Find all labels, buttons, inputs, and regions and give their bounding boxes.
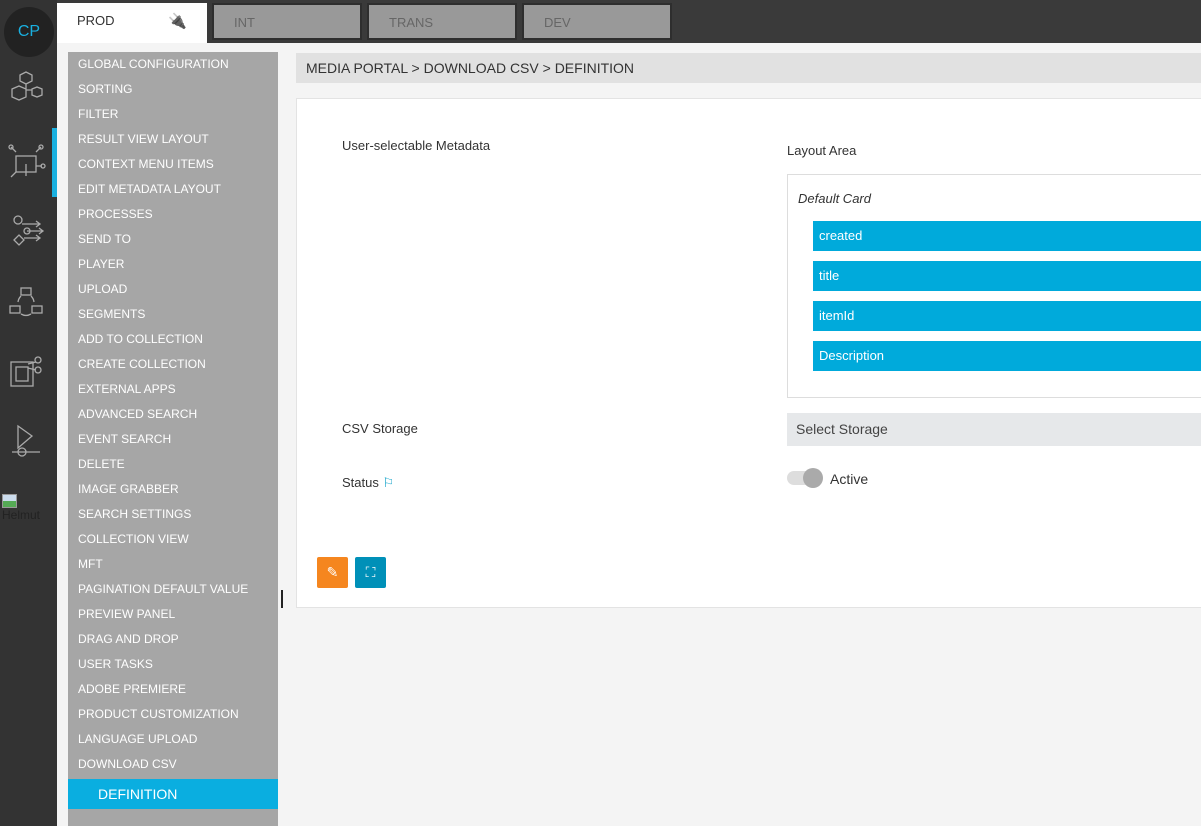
menu-item[interactable]: ADVANCED SEARCH — [78, 407, 198, 421]
menu-item[interactable]: PROCESSES — [78, 207, 153, 221]
breadcrumb: MEDIA PORTAL > DOWNLOAD CSV > DEFINITION — [296, 53, 1201, 83]
menu-item[interactable]: FILTER — [78, 107, 119, 121]
tab-label: PROD — [77, 13, 115, 28]
menu-item[interactable]: PAGINATION DEFAULT VALUE — [78, 582, 249, 596]
plug-icon: 🔌 — [168, 13, 187, 30]
broken-image-icon — [2, 494, 17, 508]
edit-button[interactable]: ✎ — [317, 557, 348, 588]
menu-item[interactable]: EVENT SEARCH — [78, 432, 172, 446]
layout-area-label: Layout Area — [787, 143, 857, 158]
binoculars-icon: ⛶ — [365, 564, 376, 580]
menu-item[interactable]: RESULT VIEW LAYOUT — [78, 132, 209, 146]
menu-item[interactable]: CONTEXT MENU ITEMS — [78, 157, 214, 171]
tab-int[interactable]: INT — [212, 3, 362, 40]
menu-item[interactable]: LANGUAGE UPLOAD — [78, 732, 198, 746]
flag-icon: ⚐ — [382, 475, 395, 490]
layout-field[interactable]: Description — [813, 341, 1201, 371]
layout-field[interactable]: itemId — [813, 301, 1201, 331]
menu-item[interactable]: DELETE — [78, 457, 125, 471]
modules-icon[interactable] — [6, 67, 46, 107]
menu-item[interactable]: PLAYER — [78, 257, 125, 271]
menu-item[interactable]: GLOBAL CONFIGURATION — [78, 57, 229, 71]
menu-item[interactable]: COLLECTION VIEW — [78, 532, 189, 546]
metadata-label: User-selectable Metadata — [342, 138, 491, 153]
tab-label: INT — [234, 15, 255, 30]
status-label-text: Status — [342, 475, 379, 490]
preview-button[interactable]: ⛶ — [355, 557, 386, 588]
toggle-knob — [803, 468, 823, 488]
layout-area: Default Card created title itemId Descri… — [787, 174, 1201, 398]
menu-item[interactable]: ADOBE PREMIERE — [78, 682, 187, 696]
edit-icon: ✎ — [326, 564, 339, 580]
menu-item[interactable]: SEGMENTS — [78, 307, 146, 321]
media-edit-icon[interactable] — [6, 352, 46, 392]
tab-trans[interactable]: TRANS — [367, 3, 517, 40]
workflow-icon[interactable] — [6, 212, 46, 252]
menu-item[interactable]: USER TASKS — [78, 657, 153, 671]
status-toggle[interactable] — [787, 468, 823, 488]
active-indicator — [52, 128, 57, 197]
user-profile[interactable]: Helmut — [2, 494, 40, 522]
menu-item[interactable]: ADD TO COLLECTION — [78, 332, 203, 346]
menu-item[interactable]: CREATE COLLECTION — [78, 357, 206, 371]
menu-item[interactable]: DRAG AND DROP — [78, 632, 179, 646]
player-icon[interactable] — [6, 422, 46, 462]
cycle-icon[interactable] — [6, 282, 46, 322]
integration-icon[interactable] — [6, 142, 46, 182]
status-label: Status ⚐ — [342, 475, 394, 491]
menu-item[interactable]: SEARCH SETTINGS — [78, 507, 192, 521]
user-name: Helmut — [2, 508, 41, 522]
config-menu: GLOBAL CONFIGURATION SORTING FILTER RESULT … — [68, 52, 278, 826]
layout-field[interactable]: title — [813, 261, 1201, 291]
tab-dev[interactable]: DEV — [522, 3, 672, 40]
tab-prod[interactable]: PROD 🔌 — [57, 3, 207, 43]
avatar[interactable]: CP — [4, 7, 54, 57]
text-cursor — [281, 590, 283, 608]
menu-item[interactable]: IMAGE GRABBER — [78, 482, 179, 496]
status-value: Active — [830, 471, 869, 487]
definition-panel: User-selectable Metadata Layout Area Def… — [296, 98, 1201, 608]
menu-item[interactable]: MFT — [78, 557, 103, 571]
menu-item[interactable]: DOWNLOAD CSV — [78, 757, 177, 771]
menu-item[interactable]: SORTING — [78, 82, 133, 96]
tab-label: DEV — [544, 15, 571, 30]
menu-item[interactable]: EDIT METADATA LAYOUT — [78, 182, 221, 196]
storage-label: CSV Storage — [342, 421, 418, 436]
left-rail: CP Helmut — [0, 0, 57, 826]
menu-item[interactable]: SEND TO — [78, 232, 131, 246]
menu-item[interactable]: PRODUCT CUSTOMIZATION — [78, 707, 239, 721]
environment-tabs: PROD 🔌 INT TRANS DEV — [57, 0, 1201, 43]
menu-item[interactable]: PREVIEW PANEL — [78, 607, 176, 621]
tab-label: TRANS — [389, 15, 434, 30]
layout-field[interactable]: created — [813, 221, 1201, 251]
menu-item-active[interactable]: DEFINITION — [68, 779, 278, 809]
menu-item[interactable]: UPLOAD — [78, 282, 128, 296]
card-title: Default Card — [798, 191, 871, 206]
menu-item[interactable]: EXTERNAL APPS — [78, 382, 176, 396]
storage-select[interactable]: Select Storage — [787, 413, 1201, 446]
